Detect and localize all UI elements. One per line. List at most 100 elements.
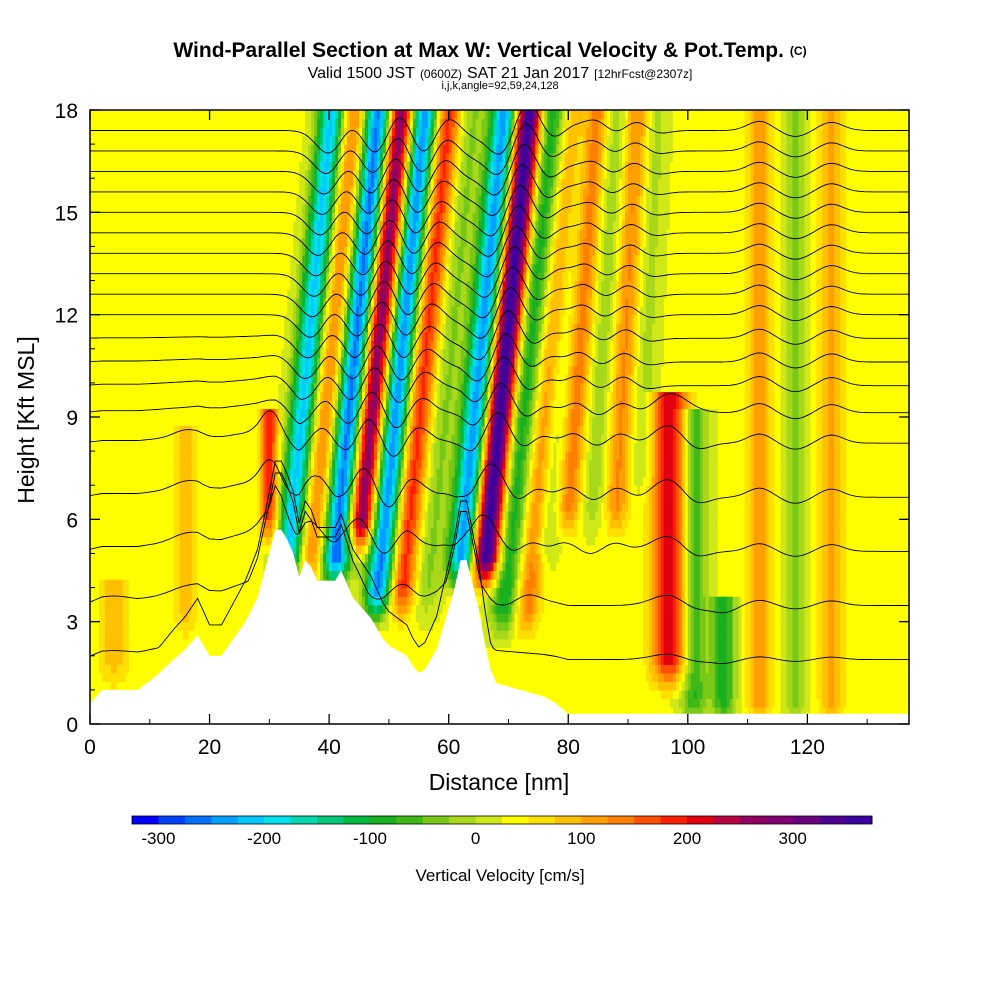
- field-cell: [215, 408, 220, 418]
- field-cell: [146, 442, 151, 452]
- field-cell: [200, 229, 205, 239]
- field-cell: [233, 621, 238, 631]
- field-cell: [218, 382, 223, 393]
- field-cell: [191, 323, 196, 333]
- field-cell: [119, 178, 124, 188]
- field-cell: [167, 169, 172, 179]
- field-cell: [188, 280, 193, 290]
- field-cell: [191, 587, 196, 597]
- field-cell: [131, 391, 136, 401]
- field-cell: [209, 178, 214, 188]
- field-cell: [104, 348, 109, 358]
- field-cell: [191, 254, 196, 265]
- field-cell: [242, 365, 247, 375]
- field-cell: [140, 399, 145, 410]
- field-cell: [104, 561, 109, 572]
- field-cell: [113, 587, 118, 597]
- field-cell: [107, 144, 112, 154]
- field-cell: [113, 621, 118, 631]
- field-cell: [125, 144, 130, 154]
- field-cell: [230, 476, 235, 486]
- field-cell: [134, 289, 139, 299]
- field-cell: [134, 655, 139, 665]
- field-cell: [101, 152, 106, 162]
- field-cell: [146, 118, 151, 128]
- field-cell: [236, 254, 241, 265]
- field-cell: [158, 263, 163, 273]
- field-cell: [212, 348, 217, 358]
- field-cell: [197, 570, 202, 580]
- field-cell: [233, 357, 238, 367]
- chart-subtitle-indices: i,j,k,angle=92,59,24,128: [441, 80, 558, 92]
- field-cell: [113, 297, 118, 307]
- field-cell: [161, 374, 166, 384]
- field-cell: [149, 203, 154, 213]
- field-cell: [149, 468, 154, 478]
- field-cell: [116, 314, 121, 324]
- field-cell: [119, 570, 124, 580]
- field-cell: [206, 442, 211, 452]
- field-cell: [179, 434, 184, 444]
- field-cell: [116, 638, 121, 648]
- field-cell: [224, 399, 229, 410]
- field-cell: [227, 272, 232, 282]
- field-cell: [128, 144, 133, 154]
- field-cell: [233, 306, 238, 316]
- field-cell: [188, 348, 193, 358]
- field-cell: [191, 417, 196, 427]
- field-cell: [170, 365, 175, 375]
- field-cell: [179, 408, 184, 418]
- field-cell: [227, 544, 232, 555]
- field-cell: [203, 399, 208, 410]
- field-cell: [179, 331, 184, 341]
- field-cell: [107, 374, 112, 384]
- field-cell: [185, 442, 190, 452]
- field-cell: [242, 570, 247, 580]
- field-cell: [92, 442, 97, 452]
- field-cell: [221, 152, 226, 162]
- field-cell: [161, 144, 166, 154]
- field-cell: [146, 587, 151, 597]
- field-cell: [188, 613, 193, 623]
- field-cell: [167, 348, 172, 358]
- field-cell: [212, 570, 217, 580]
- field-cell: [194, 510, 199, 520]
- field-cell: [113, 195, 118, 205]
- field-cell: [173, 340, 178, 350]
- field-cell: [140, 681, 145, 691]
- field-cell: [122, 195, 127, 205]
- field-cell: [212, 289, 217, 299]
- field-cell: [218, 493, 223, 503]
- field-cell: [134, 536, 139, 546]
- field-cell: [218, 152, 223, 162]
- field-cell: [90, 459, 94, 469]
- field-cell: [176, 579, 181, 589]
- field-cell: [116, 442, 121, 452]
- field-cell: [152, 118, 157, 128]
- field-cell: [116, 655, 121, 665]
- field-cell: [116, 246, 121, 256]
- field-cell: [215, 579, 220, 589]
- field-cell: [158, 459, 163, 469]
- field-cell: [140, 459, 145, 469]
- field-cell: [233, 323, 238, 333]
- field-cell: [230, 510, 235, 520]
- field-cell: [161, 348, 166, 358]
- field-cell: [206, 553, 211, 563]
- field-cell: [140, 468, 145, 478]
- field-cell: [188, 254, 193, 265]
- field-cell: [152, 604, 157, 614]
- field-cell: [110, 212, 115, 222]
- field-cell: [164, 212, 169, 222]
- field-cell: [209, 331, 214, 341]
- field-cell: [98, 459, 103, 469]
- field-cell: [143, 664, 148, 674]
- field-cell: [95, 502, 100, 512]
- field-cell: [125, 681, 130, 691]
- field-cell: [164, 561, 169, 572]
- field-cell: [131, 118, 136, 128]
- field-cell: [146, 280, 151, 290]
- field-cell: [215, 536, 220, 546]
- field-cell: [209, 374, 214, 384]
- field-cell: [200, 161, 205, 171]
